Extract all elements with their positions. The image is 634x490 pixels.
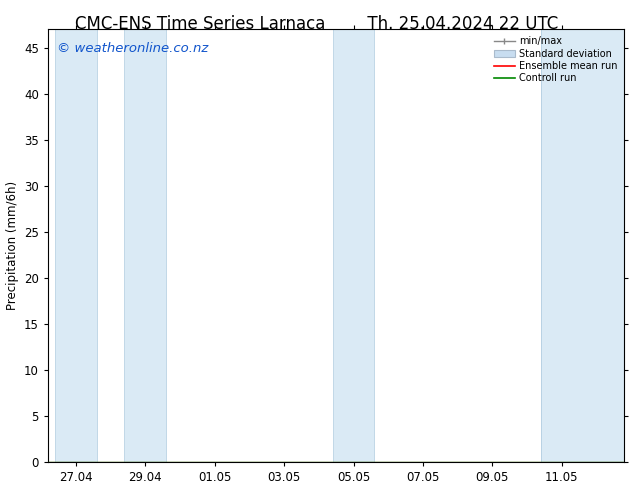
Bar	[541, 29, 624, 463]
Text: © weatheronline.co.nz: © weatheronline.co.nz	[56, 42, 208, 55]
Y-axis label: Precipitation (mm/6h): Precipitation (mm/6h)	[6, 181, 18, 311]
Bar	[124, 29, 166, 463]
Bar	[333, 29, 374, 463]
Legend: min/max, Standard deviation, Ensemble mean run, Controll run: min/max, Standard deviation, Ensemble me…	[492, 34, 619, 85]
Bar	[541, 29, 583, 463]
Bar	[55, 29, 96, 463]
Text: CMC-ENS Time Series Larnaca        Th. 25.04.2024 22 UTC: CMC-ENS Time Series Larnaca Th. 25.04.20…	[75, 15, 559, 33]
